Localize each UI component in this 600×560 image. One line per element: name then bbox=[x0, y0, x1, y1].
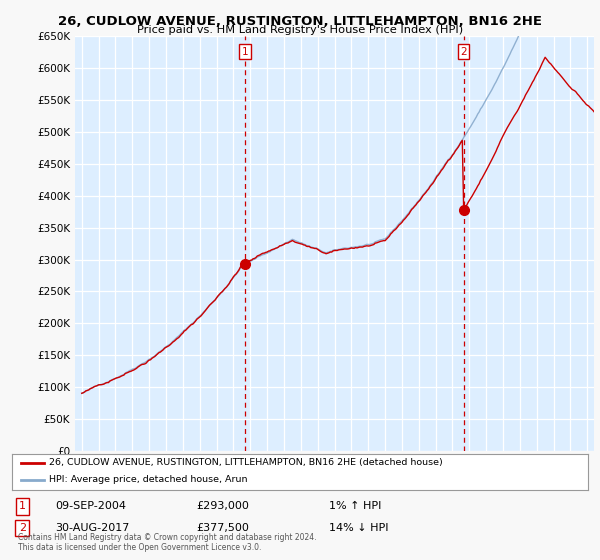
Text: HPI: Average price, detached house, Arun: HPI: Average price, detached house, Arun bbox=[49, 475, 248, 484]
Text: 14% ↓ HPI: 14% ↓ HPI bbox=[329, 523, 388, 533]
Text: 2: 2 bbox=[19, 523, 26, 533]
Text: 2: 2 bbox=[460, 46, 467, 57]
Text: 1: 1 bbox=[19, 501, 26, 511]
Text: Price paid vs. HM Land Registry's House Price Index (HPI): Price paid vs. HM Land Registry's House … bbox=[137, 25, 463, 35]
Text: 1% ↑ HPI: 1% ↑ HPI bbox=[329, 501, 381, 511]
Text: 26, CUDLOW AVENUE, RUSTINGTON, LITTLEHAMPTON, BN16 2HE (detached house): 26, CUDLOW AVENUE, RUSTINGTON, LITTLEHAM… bbox=[49, 458, 443, 467]
Text: 09-SEP-2004: 09-SEP-2004 bbox=[55, 501, 126, 511]
Text: Contains HM Land Registry data © Crown copyright and database right 2024.
This d: Contains HM Land Registry data © Crown c… bbox=[18, 533, 316, 552]
Text: £293,000: £293,000 bbox=[196, 501, 249, 511]
Text: 1: 1 bbox=[242, 46, 248, 57]
Text: 26, CUDLOW AVENUE, RUSTINGTON, LITTLEHAMPTON, BN16 2HE: 26, CUDLOW AVENUE, RUSTINGTON, LITTLEHAM… bbox=[58, 15, 542, 27]
Text: £377,500: £377,500 bbox=[196, 523, 249, 533]
Text: 30-AUG-2017: 30-AUG-2017 bbox=[55, 523, 130, 533]
